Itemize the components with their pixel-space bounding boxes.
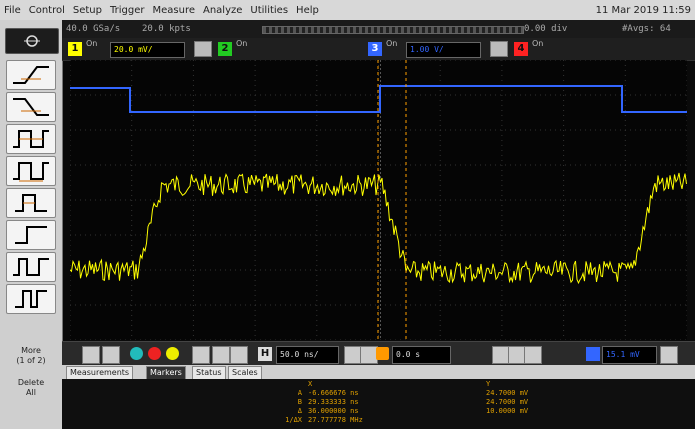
- menu-bar: File Control Setup Trigger Measure Analy…: [0, 0, 695, 21]
- channel-4-button[interactable]: 4: [514, 42, 528, 56]
- delay-field[interactable]: 0.0 s: [392, 346, 451, 364]
- duty-cycle-button[interactable]: [6, 252, 56, 282]
- menu-measure[interactable]: Measure: [152, 4, 196, 16]
- row-b-label: B: [297, 398, 302, 406]
- tab-scales[interactable]: Scales: [228, 366, 262, 380]
- marker-results: X Y A -6.666676 ns 24.7000 mV B 29.33333…: [62, 379, 695, 429]
- bottom-toolbar: H 50.0 ns/ 0.0 s 15.1 mV: [62, 341, 695, 366]
- channel-3-coupling[interactable]: [490, 41, 508, 57]
- fall-time-button[interactable]: [6, 92, 56, 122]
- period-icon: [13, 130, 49, 148]
- more-label: More: [21, 346, 41, 355]
- trigger-level-stepper[interactable]: [660, 346, 678, 364]
- menu-setup[interactable]: Setup: [72, 4, 102, 16]
- menu-help[interactable]: Help: [296, 4, 319, 16]
- row-inverse-label: 1/ΔX: [285, 416, 302, 424]
- trigger-source-icon: [586, 347, 600, 361]
- zoom-icon: [24, 35, 40, 47]
- y-column-header: Y: [486, 380, 491, 388]
- stop-icon[interactable]: [148, 347, 161, 360]
- channel-bar: 1 On 20.0 mV/ 2 On 3 On 1.00 V/ 4 On: [62, 38, 695, 61]
- row-delta-label: Δ: [297, 407, 302, 415]
- row-delta-x: 36.000000 ns: [308, 407, 359, 415]
- duty-cycle-icon: [13, 258, 49, 276]
- channel-3-button[interactable]: 3: [368, 42, 382, 56]
- negative-width-button[interactable]: [6, 220, 56, 250]
- more-sublabel: (1 of 2): [16, 356, 46, 365]
- frequency-button[interactable]: [6, 156, 56, 186]
- grid-icon[interactable]: [82, 346, 100, 364]
- horizontal-label: H: [258, 347, 272, 361]
- burst-width-icon: [15, 290, 47, 308]
- channel-3-scale[interactable]: 1.00 V/: [406, 42, 481, 58]
- fall-time-icon: [13, 98, 49, 116]
- row-b-y: 24.7000 mV: [486, 398, 529, 406]
- row-b-x: 29.333333 ns: [308, 398, 359, 406]
- single-icon[interactable]: [166, 347, 179, 360]
- positive-width-button[interactable]: [6, 188, 56, 218]
- menu-control[interactable]: Control: [28, 4, 65, 16]
- timebase-field[interactable]: 50.0 ns/: [276, 346, 339, 364]
- acquisition-status: 40.0 GSa/s 20.0 kpts 0.00 div #Avgs: 64: [62, 20, 695, 38]
- row-delta-y: 10.0000 mV: [486, 407, 529, 415]
- help-icon[interactable]: [230, 346, 248, 364]
- more-button[interactable]: More (1 of 2): [4, 346, 58, 366]
- channel-2-on[interactable]: On: [236, 39, 248, 48]
- period-button[interactable]: [6, 124, 56, 154]
- waveform-display[interactable]: [70, 60, 687, 340]
- rise-time-icon: [13, 66, 49, 84]
- channel-1-on[interactable]: On: [86, 39, 98, 48]
- positive-width-icon: [15, 194, 47, 212]
- tab-measurements[interactable]: Measurements: [66, 366, 134, 380]
- channel-3-on[interactable]: On: [386, 39, 398, 48]
- channel-4-on[interactable]: On: [532, 39, 544, 48]
- delete-sublabel: All: [26, 388, 36, 397]
- datetime: 11 Mar 2019 11:59: [595, 4, 691, 16]
- memory-depth: 20.0 kpts: [142, 24, 191, 34]
- channel-1-scale[interactable]: 20.0 mV/: [110, 42, 185, 58]
- graticule: [70, 60, 687, 340]
- print-icon[interactable]: [212, 346, 230, 364]
- channel-1-coupling[interactable]: [194, 41, 212, 57]
- menu-file[interactable]: File: [4, 4, 21, 16]
- sidebar: More (1 of 2) Delete All: [0, 20, 63, 429]
- averages: #Avgs: 64: [622, 24, 671, 34]
- x-column-header: X: [308, 380, 313, 388]
- layout-icon[interactable]: [102, 346, 120, 364]
- burst-width-button[interactable]: [6, 284, 56, 314]
- sample-rate: 40.0 GSa/s: [66, 24, 121, 34]
- row-inverse-x: 27.777778 MHz: [308, 416, 363, 424]
- menu-analyze[interactable]: Analyze: [203, 4, 243, 16]
- tab-markers[interactable]: Markers: [146, 366, 186, 380]
- tab-status[interactable]: Status: [192, 366, 226, 380]
- cyan-color-icon[interactable]: [130, 347, 143, 360]
- row-a-y: 24.7000 mV: [486, 389, 529, 397]
- navigate-right-icon[interactable]: [524, 346, 542, 364]
- menu-trigger[interactable]: Trigger: [110, 4, 145, 16]
- channel-1-button[interactable]: 1: [68, 42, 82, 56]
- negative-width-icon: [15, 226, 47, 244]
- delay-marker-icon: [376, 347, 389, 360]
- screenshot-icon[interactable]: [192, 346, 210, 364]
- menu-utilities[interactable]: Utilities: [250, 4, 289, 16]
- frequency-icon: [13, 162, 49, 182]
- channel-3-trace: [70, 85, 687, 113]
- trigger-level: 0.00 div: [524, 24, 568, 34]
- zoom-button[interactable]: [5, 28, 59, 54]
- channel-2-button[interactable]: 2: [218, 42, 232, 56]
- delete-all-button[interactable]: Delete All: [4, 378, 58, 398]
- row-a-x: -6.666676 ns: [308, 389, 359, 397]
- delete-label: Delete: [17, 378, 45, 387]
- trigger-position-bar[interactable]: [262, 26, 524, 34]
- row-a-label: A: [297, 389, 302, 397]
- results-tabs: Measurements Markers Status Scales: [62, 365, 695, 380]
- rise-time-button[interactable]: [6, 60, 56, 90]
- trigger-level-field[interactable]: 15.1 mV: [602, 346, 657, 364]
